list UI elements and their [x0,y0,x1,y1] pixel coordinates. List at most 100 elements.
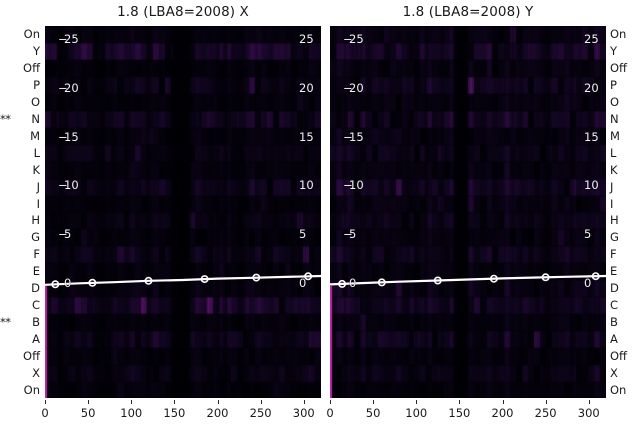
y-tick-label-right-14: E [610,264,618,279]
inner-y-tick-right-5: 0 [343,277,356,289]
y-tick-label-right-17: B [610,314,618,329]
heatmap-panel-right[interactable] [330,26,606,398]
overlay-marker-2 [144,276,153,285]
inner-y-tick-text: 25 [349,32,364,46]
inner-y-tick-text: 25 [64,32,79,46]
overlay-marker-5 [591,272,600,281]
inner-y-tick-left-3: −10 [58,178,79,193]
x-tick-mark-left-3 [174,400,176,404]
y-tick-label-right-3: P [610,78,617,93]
x-tick-label-right-2: 100 [405,406,428,420]
inner-y-tick-right-1: −20 [343,80,364,95]
overlay-line-path [330,274,606,286]
x-tick-mark-left-6 [303,400,305,404]
y-tick-label-right-9: J [610,179,614,194]
inner-y-tick-left-0: −25 [58,32,79,46]
x-tick-mark-left-4 [217,400,219,404]
y-tick-label-right-4: O [610,95,620,110]
overlay-baseline-right [330,272,606,288]
y-tick-label-right-0: On [610,27,627,42]
inner-y-tick-text: 20 [349,80,364,95]
inner-y-tick-right-0: −25 [343,32,364,46]
panel-title-left: 1.8 (LBA8=2008) X [117,4,249,20]
x-tick-mark-right-1 [373,400,375,404]
panel-title-right: 1.8 (LBA8=2008) Y [402,4,534,20]
inner-y-tick-text: 10 [64,178,79,193]
inner-y-tick-text: 10 [349,178,364,193]
row-star-marker-17: ** [0,314,11,329]
x-tick-mark-right-6 [588,400,590,404]
y-tick-label-right-19: Off [610,348,627,363]
y-tick-label-right-10: I [610,196,614,211]
y-tick-label-right-18: A [610,331,618,346]
inner-y-tick-mirror-left-4: 5 [299,228,307,241]
x-tick-label-right-6: 300 [577,406,600,420]
inner-y-tick-mirror-left-3: 10 [299,179,314,192]
inner-y-tick-mirror-left-0: 25 [299,33,314,45]
x-tick-label-left-4: 200 [206,406,229,420]
y-tick-label-right-13: F [610,247,617,262]
x-tick-mark-right-4 [502,400,504,404]
x-tick-label-left-2: 100 [120,406,143,420]
y-tick-label-left-19: Off [23,348,40,363]
y-tick-label-right-2: Off [610,61,627,76]
y-tick-label-right-12: G [610,230,619,245]
x-tick-mark-left-5 [260,400,262,404]
y-tick-label-left-10: I [36,196,40,211]
x-tick-label-left-0: 0 [41,406,49,420]
y-tick-label-left-21: On [23,382,40,397]
y-tick-label-right-5: N [610,112,619,126]
heatmap-image-right [330,26,606,398]
y-tick-label-left-16: C [31,298,40,312]
inner-y-tick-right-2: −15 [343,129,364,144]
y-tick-label-left-2: Off [23,61,40,76]
overlay-marker-0 [338,279,347,288]
y-tick-label-left-18: A [32,331,40,346]
inner-y-tick-mirror-left-1: 20 [299,81,314,94]
inner-y-tick-left-1: −20 [58,80,79,95]
y-tick-label-right-1: Y [610,44,618,59]
y-tick-label-right-21: On [610,382,627,397]
y-tick-label-right-11: H [610,213,619,228]
y-tick-label-left-11: H [31,213,40,228]
inner-y-tick-mirror-right-4: 5 [584,228,592,241]
inner-y-tick-right-3: −10 [343,178,364,193]
x-tick-label-right-0: 0 [326,406,334,420]
heatmap-panel-left[interactable] [45,26,321,398]
y-tick-label-right-8: K [610,162,618,177]
y-tick-label-left-13: F [33,247,40,262]
inner-y-tick-text: 20 [64,80,79,95]
overlay-line-path [45,274,321,286]
overlay-marker-4 [541,273,550,282]
overlay-marker-5 [304,272,313,281]
inner-y-tick-mirror-right-3: 10 [584,179,599,192]
y-axis-labels-left: On Y Off P O N ** M L K J I H G F E D C B ** A Off X On [0,0,42,440]
overlay-marker-1 [377,278,386,287]
inner-y-tick-text: 15 [64,129,79,144]
y-tick-label-left-0: On [23,27,40,42]
y-tick-label-left-17: B [32,314,40,329]
y-tick-label-left-3: P [33,78,40,93]
y-tick-label-left-14: E [32,264,40,279]
x-tick-label-right-5: 250 [534,406,557,420]
overlay-marker-0 [51,280,60,289]
inner-y-tick-left-5: 0 [58,277,71,289]
overlay-marker-2 [433,276,442,285]
x-tick-label-right-1: 50 [365,406,381,420]
y-tick-label-left-1: Y [32,44,40,59]
x-tick-label-left-1: 50 [80,406,96,420]
y-tick-label-left-15: D [31,281,40,296]
inner-y-tick-mirror-right-2: 15 [584,130,599,143]
x-tick-mark-left-2 [131,400,133,404]
overlay-marker-4 [252,273,261,282]
y-tick-label-right-6: M [610,128,620,143]
y-tick-label-left-12: G [31,230,40,245]
x-tick-mark-left-0 [45,400,46,404]
y-tick-label-left-4: O [30,95,40,110]
overlay-marker-3 [489,274,498,283]
heatmap-image-left [45,26,321,398]
x-tick-mark-right-3 [459,400,461,404]
x-tick-mark-left-1 [88,400,90,404]
inner-y-tick-right-4: −5 [343,227,357,242]
